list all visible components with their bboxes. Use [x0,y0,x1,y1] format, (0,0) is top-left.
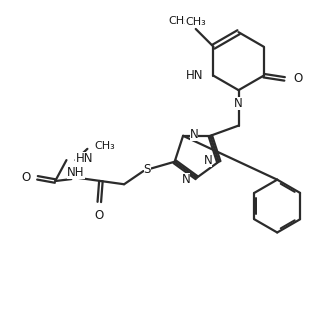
Text: N: N [204,154,212,166]
Text: HN: HN [186,69,203,82]
Text: O: O [22,171,31,184]
Text: N: N [234,97,243,110]
Text: N: N [182,173,190,186]
Text: N: N [190,128,198,141]
Text: S: S [143,163,151,176]
Text: CH₃: CH₃ [185,17,206,27]
Text: O: O [95,209,104,222]
Text: CH₃: CH₃ [168,16,189,26]
Text: HN: HN [75,152,93,165]
Text: NH: NH [67,166,85,178]
Text: CH₃: CH₃ [94,141,115,151]
Text: O: O [293,72,303,85]
